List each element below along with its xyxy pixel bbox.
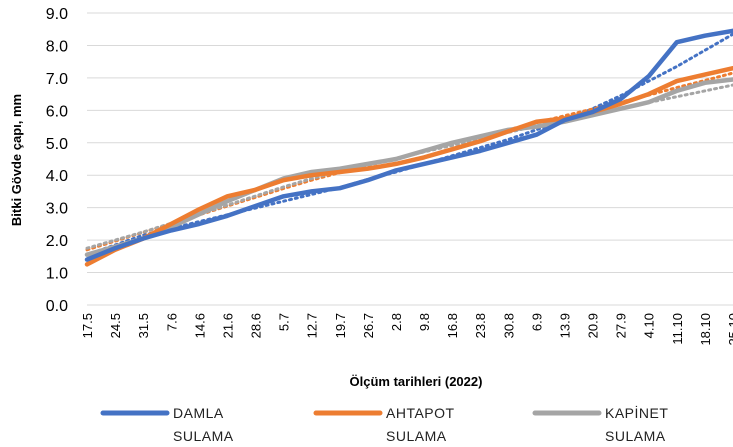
legend-label: SULAMA (386, 428, 447, 444)
x-tick-label: 31.5 (136, 313, 151, 338)
x-tick-label: 24.5 (108, 313, 123, 338)
x-tick-label: 27.9 (614, 313, 629, 338)
y-tick-label: 5.0 (46, 136, 68, 153)
y-tick-label: 0.0 (46, 298, 68, 315)
x-axis-ticks: 17.5 24.5 31.5 7.6 14.6 21.6 28.6 5.7 12.7 19.7 26… (80, 313, 733, 346)
x-tick-label: 26.7 (361, 313, 376, 338)
series-line (84, 65, 733, 267)
x-tick-label: 6.9 (529, 313, 544, 331)
x-tick-label: 21.6 (220, 313, 235, 338)
x-tick-label: 9.8 (417, 313, 432, 331)
y-tick-label: 1.0 (46, 266, 68, 283)
y-axis-title: Bitki Gövde çapı, mm (9, 94, 24, 226)
x-tick-label: 19.7 (333, 313, 348, 338)
x-tick-label: 5.7 (277, 313, 292, 331)
legend-label: AHTAPOT (386, 405, 455, 421)
x-tick-label: 7.6 (164, 313, 179, 331)
y-tick-label: 8.0 (46, 38, 68, 55)
y-tick-label: 3.0 (46, 201, 68, 218)
x-tick-label: 18.10 (698, 313, 713, 346)
x-tick-label: 17.5 (80, 313, 95, 338)
series-line (84, 77, 733, 257)
y-axis-ticks: 0.0 1.0 2.0 3.0 4.0 5.0 6.0 7.0 8.0 9.0 (46, 6, 68, 315)
legend-label: SULAMA (173, 428, 234, 444)
legend-label: DAMLA (173, 405, 224, 421)
y-tick-label: 2.0 (46, 233, 68, 250)
x-tick-label: 23.8 (473, 313, 488, 338)
x-tick-label: 30.8 (501, 313, 516, 338)
y-tick-label: 7.0 (46, 71, 68, 88)
x-tick-label: 11.10 (670, 313, 685, 345)
x-tick-label: 25.10 (726, 313, 733, 346)
x-tick-label: 2.8 (389, 313, 404, 331)
x-axis-title: Ölçüm tarihleri (2022) (350, 374, 483, 389)
y-tick-label: 9.0 (46, 6, 68, 23)
series-line (84, 28, 733, 262)
x-tick-label: 12.7 (305, 313, 320, 338)
x-tick-label: 14.6 (192, 313, 207, 338)
x-tick-label: 28.6 (249, 313, 264, 338)
y-tick-label: 4.0 (46, 168, 68, 185)
x-tick-label: 4.10 (642, 313, 657, 338)
y-tick-label: 6.0 (46, 103, 68, 120)
x-tick-label: 16.8 (445, 313, 460, 338)
gridlines (87, 12, 733, 306)
series-lines (84, 28, 733, 267)
legend-label: SULAMA (605, 428, 666, 444)
x-tick-label: 20.9 (586, 313, 601, 338)
legend: DAMLA SULAMA AHTAPOT SULAMA KAPİNET SULAMA (100, 404, 668, 444)
x-tick-label: 13.9 (557, 313, 572, 338)
legend-label: KAPİNET (605, 404, 668, 421)
